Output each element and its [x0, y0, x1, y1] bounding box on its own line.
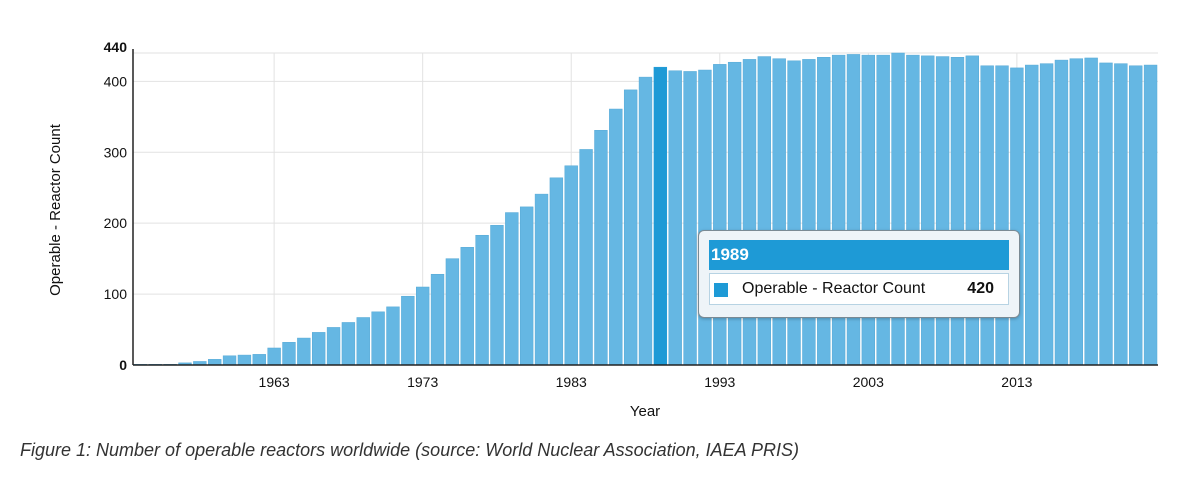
bar[interactable] — [505, 212, 519, 366]
y-tick-label: 300 — [104, 144, 128, 160]
bar[interactable] — [356, 317, 370, 366]
bar[interactable] — [386, 306, 400, 366]
x-tick-label: 2013 — [1001, 374, 1032, 390]
bar[interactable] — [683, 71, 697, 366]
x-axis-title: Year — [630, 403, 660, 420]
bar[interactable] — [891, 52, 905, 366]
bar[interactable] — [861, 54, 876, 366]
bar[interactable] — [817, 57, 831, 366]
x-tick-label: 1983 — [556, 374, 587, 390]
axes — [132, 49, 1158, 366]
x-tick-label: 1993 — [704, 374, 735, 390]
y-tick-label: 0 — [119, 357, 127, 373]
bar[interactable] — [534, 193, 549, 366]
y-axis-title: Operable - Reactor Count — [47, 123, 64, 296]
bar[interactable] — [876, 54, 890, 366]
bar[interactable] — [638, 76, 653, 366]
tooltip-value: 420 — [967, 280, 994, 297]
bar[interactable] — [579, 149, 593, 366]
bar[interactable] — [935, 56, 950, 366]
bar[interactable] — [1010, 67, 1024, 366]
figure-caption: Figure 1: Number of operable reactors wo… — [20, 440, 799, 460]
y-tick-label: 440 — [104, 39, 128, 55]
y-axis-ticks: 0 100 200 300 400 440 — [104, 39, 128, 373]
bar[interactable] — [475, 234, 489, 366]
bar[interactable] — [965, 55, 979, 366]
bar[interactable] — [1084, 57, 1098, 366]
bar[interactable] — [341, 322, 356, 366]
bar[interactable] — [445, 258, 460, 366]
bar[interactable] — [950, 57, 965, 366]
bar[interactable] — [1129, 65, 1143, 366]
bar[interactable] — [1114, 63, 1128, 366]
bar[interactable] — [772, 58, 786, 366]
bar-chart: 0 100 200 300 400 440 1963 1973 1983 1993 2003 201… — [47, 39, 1158, 420]
bar[interactable] — [282, 342, 296, 366]
bar[interactable] — [1054, 59, 1069, 366]
bar[interactable] — [460, 247, 474, 366]
y-tick-label: 400 — [104, 73, 128, 89]
x-tick-label: 1973 — [407, 374, 438, 390]
bar[interactable] — [401, 295, 415, 366]
bar[interactable] — [727, 61, 742, 366]
bar[interactable] — [312, 332, 326, 366]
bar[interactable] — [416, 286, 430, 366]
tooltip-series-name: Operable - Reactor Count — [742, 280, 926, 297]
bar-highlighted[interactable] — [653, 66, 668, 366]
x-axis-ticks: 1963 1973 1983 1993 2003 2013 — [259, 374, 1033, 390]
bar[interactable] — [430, 273, 445, 366]
bar[interactable] — [237, 354, 252, 366]
bar[interactable] — [222, 355, 237, 366]
tooltip-year: 1989 — [709, 240, 1009, 270]
bar[interactable] — [1069, 58, 1083, 366]
chart-tooltip: 1989 Operable - Reactor Count 420 — [698, 230, 1020, 318]
bar[interactable] — [846, 54, 861, 366]
y-tick-label: 200 — [104, 215, 128, 231]
bar[interactable] — [1025, 64, 1039, 366]
bar[interactable] — [297, 337, 311, 366]
y-tick-label: 100 — [104, 286, 128, 302]
bar[interactable] — [742, 59, 757, 366]
bar[interactable] — [267, 347, 281, 366]
bar[interactable] — [787, 60, 801, 366]
bar[interactable] — [906, 54, 920, 366]
tooltip-row: Operable - Reactor Count 420 — [709, 273, 1009, 305]
bar[interactable] — [623, 89, 638, 366]
bar[interactable] — [549, 177, 564, 366]
bar[interactable] — [564, 165, 578, 366]
tooltip-legend-swatch — [714, 283, 728, 297]
chart-container: 0 100 200 300 400 440 1963 1973 1983 1993 2003 201… — [47, 39, 1158, 420]
bar[interactable] — [252, 354, 266, 366]
bar[interactable] — [980, 65, 994, 366]
bar[interactable] — [713, 64, 727, 366]
bar[interactable] — [831, 54, 846, 366]
bar[interactable] — [1099, 62, 1113, 366]
x-tick-label: 1963 — [259, 374, 290, 390]
bar[interactable] — [802, 59, 816, 366]
bar[interactable] — [921, 55, 935, 366]
bar-series — [133, 52, 1158, 366]
bar[interactable] — [609, 108, 623, 366]
bar[interactable] — [519, 206, 534, 366]
bar[interactable] — [326, 327, 341, 366]
bar[interactable] — [757, 56, 772, 366]
bar[interactable] — [668, 70, 682, 366]
bar[interactable] — [995, 65, 1009, 366]
bar[interactable] — [1039, 63, 1054, 366]
bar[interactable] — [208, 359, 222, 366]
bar[interactable] — [698, 69, 712, 366]
bar[interactable] — [371, 311, 385, 366]
bar[interactable] — [490, 225, 504, 366]
bar[interactable] — [1143, 64, 1158, 366]
x-tick-label: 2003 — [853, 374, 884, 390]
bar[interactable] — [594, 130, 608, 366]
